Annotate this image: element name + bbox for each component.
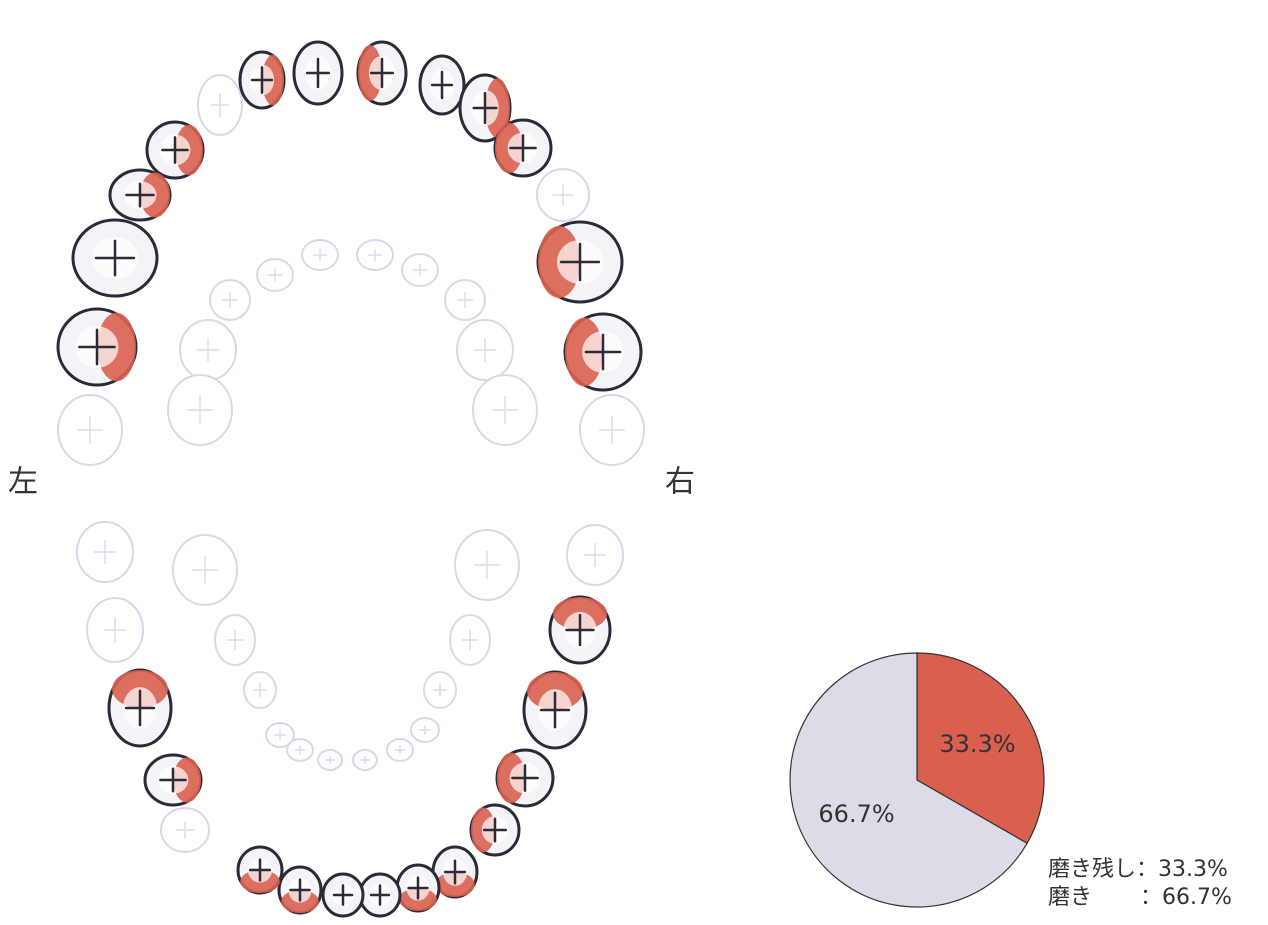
faint-groove	[492, 396, 518, 424]
faint-groove	[360, 756, 370, 764]
pie-chart: 33.3% 66.7%	[789, 652, 1045, 908]
faint-groove	[274, 730, 286, 740]
faint-groove	[462, 630, 478, 650]
faint-groove	[552, 184, 574, 206]
faint-groove	[433, 682, 447, 698]
legend-separator: ：	[1136, 857, 1158, 882]
slice-label: 66.7%	[818, 800, 894, 828]
faint-groove	[196, 338, 220, 362]
groove	[161, 136, 189, 164]
groove	[332, 884, 354, 906]
pie-slice	[789, 652, 1028, 908]
faint-groove	[367, 249, 383, 261]
groove	[78, 328, 116, 366]
faint-groove	[474, 551, 500, 579]
right-label: 右	[665, 465, 695, 500]
faint-groove	[599, 416, 625, 444]
faint-groove	[419, 725, 431, 735]
faint-groove	[473, 338, 497, 362]
groove	[482, 817, 508, 843]
legend-value: 66.7%	[1162, 885, 1232, 910]
faint-groove	[583, 543, 607, 567]
pie-slice	[916, 652, 1045, 845]
groove	[443, 859, 467, 885]
faint-groove	[227, 630, 243, 650]
groove	[94, 239, 136, 277]
slice-label: 33.3%	[939, 730, 1015, 758]
legend-name: 磨き残し	[1048, 857, 1136, 882]
groove	[407, 876, 429, 900]
faint-groove	[93, 540, 117, 564]
faint-groove	[187, 396, 213, 424]
faint-groove	[192, 556, 218, 584]
legend-entry: 磨き残し：33.3%	[1048, 857, 1228, 882]
groove	[305, 57, 331, 89]
groove	[565, 613, 595, 647]
groove	[289, 878, 311, 902]
groove	[509, 134, 537, 162]
faint-groove	[412, 263, 428, 277]
faint-groove	[267, 268, 283, 282]
faint-groove	[77, 416, 103, 444]
groove	[511, 764, 539, 792]
legend-value: 33.3%	[1158, 857, 1228, 882]
groove	[559, 242, 601, 282]
groove	[584, 333, 622, 371]
groove	[159, 767, 187, 793]
legend-entry: 磨き ：66.7%	[1048, 885, 1232, 910]
faint-groove	[457, 292, 473, 308]
groove	[539, 691, 571, 729]
faint-groove	[394, 745, 406, 755]
groove	[430, 70, 454, 100]
groove	[125, 182, 155, 208]
groove	[369, 57, 395, 89]
faint-groove	[294, 745, 306, 755]
groove	[369, 884, 391, 906]
left-label: 左	[8, 465, 38, 500]
faint-groove	[211, 93, 229, 117]
groove	[472, 91, 498, 125]
faint-groove	[253, 682, 267, 698]
faint-groove	[325, 756, 335, 764]
legend-separator: ：	[1140, 885, 1162, 910]
groove	[248, 858, 272, 882]
faint-groove	[175, 821, 195, 839]
groove	[124, 689, 156, 727]
groove	[250, 66, 274, 94]
legend-name: 磨き	[1048, 885, 1092, 910]
faint-groove	[222, 292, 238, 308]
dental-chart	[56, 40, 645, 918]
faint-groove	[312, 249, 328, 261]
faint-groove	[103, 617, 127, 643]
